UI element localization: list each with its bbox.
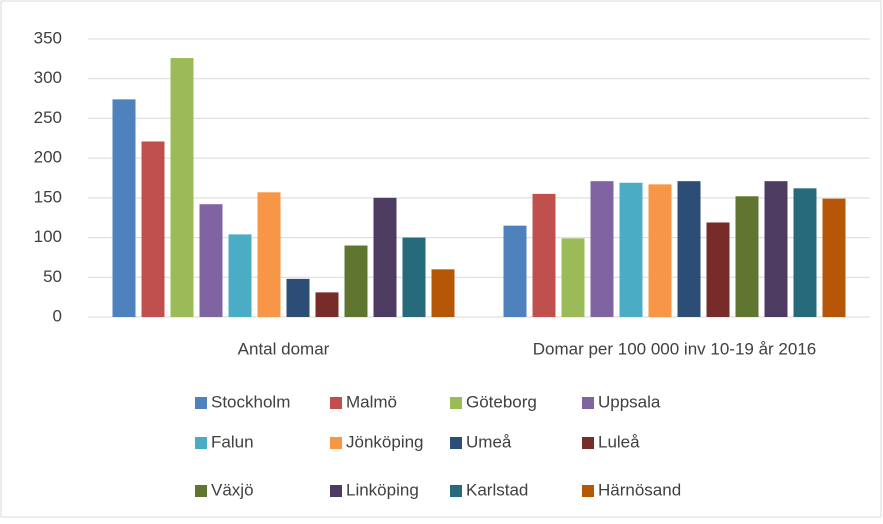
bar	[402, 237, 426, 317]
legend-swatch	[582, 485, 594, 497]
bar	[793, 188, 817, 317]
legend-swatch	[582, 397, 594, 409]
x-tick-label: Domar per 100 000 inv 10-19 år 2016	[533, 339, 817, 358]
y-tick-label: 50	[43, 267, 62, 286]
bar	[677, 181, 701, 317]
bar	[619, 182, 643, 317]
y-tick-label: 150	[34, 187, 62, 206]
bar	[257, 192, 281, 317]
bar	[373, 197, 397, 317]
bar	[141, 141, 165, 317]
bar	[199, 204, 223, 317]
legend-label: Karlstad	[466, 480, 528, 499]
legend-label: Göteborg	[466, 392, 537, 411]
legend-label: Härnösand	[598, 480, 681, 499]
legend-swatch	[195, 437, 207, 449]
legend-label: Uppsala	[598, 392, 661, 411]
bar	[170, 58, 194, 317]
legend-swatch	[450, 437, 462, 449]
legend-swatch	[330, 485, 342, 497]
legend-swatch	[195, 485, 207, 497]
legend-swatch	[450, 397, 462, 409]
bar	[648, 184, 672, 317]
y-tick-label: 250	[34, 108, 62, 127]
legend-label: Umeå	[466, 432, 512, 451]
bar	[764, 181, 788, 317]
bar	[735, 196, 759, 317]
legend-label: Linköping	[346, 480, 419, 499]
legend-label: Falun	[211, 432, 254, 451]
legend-label: Stockholm	[211, 392, 290, 411]
y-tick-label: 200	[34, 148, 62, 167]
bar	[112, 99, 136, 317]
bar	[431, 269, 455, 317]
legend-label: Luleå	[598, 432, 640, 451]
legend-swatch	[582, 437, 594, 449]
bar	[590, 181, 614, 317]
bar	[822, 198, 846, 317]
legend-label: Malmö	[346, 392, 397, 411]
bar	[286, 278, 310, 317]
legend-swatch	[330, 397, 342, 409]
y-tick-label: 300	[34, 68, 62, 87]
legend-swatch	[195, 397, 207, 409]
legend-label: Jönköping	[346, 432, 424, 451]
legend-swatch	[450, 485, 462, 497]
legend-swatch	[330, 437, 342, 449]
bar	[315, 292, 339, 317]
y-tick-label: 350	[34, 28, 62, 47]
x-tick-label: Antal domar	[238, 339, 330, 358]
bar	[503, 225, 527, 317]
bar	[706, 222, 730, 317]
bar	[532, 193, 556, 317]
bar	[228, 234, 252, 317]
bar	[344, 245, 368, 317]
y-tick-label: 100	[34, 227, 62, 246]
legend-label: Växjö	[211, 480, 254, 499]
bar	[561, 238, 585, 317]
y-tick-label: 0	[53, 306, 62, 325]
